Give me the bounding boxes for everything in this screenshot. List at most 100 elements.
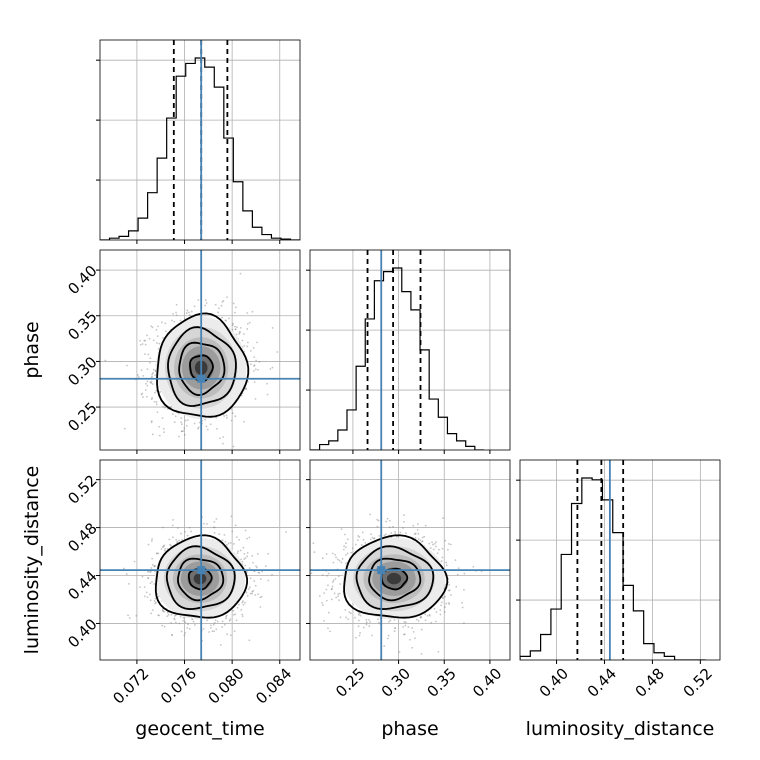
sample-point	[388, 620, 390, 623]
sample-point	[170, 621, 173, 624]
sample-point	[323, 592, 326, 594]
sample-point	[369, 513, 372, 516]
sample-point	[176, 540, 179, 543]
sample-point	[217, 307, 220, 310]
sample-point	[206, 619, 209, 622]
sample-point	[160, 548, 163, 550]
sample-point	[210, 624, 212, 627]
sample-point	[257, 571, 260, 574]
sample-point	[170, 544, 173, 547]
sample-point	[426, 615, 429, 617]
sample-point	[151, 538, 154, 540]
sample-point	[254, 584, 257, 587]
sample-point	[271, 327, 274, 329]
sample-point	[225, 414, 228, 417]
sample-point	[164, 322, 167, 325]
x-tick-label: 0.48	[632, 664, 668, 700]
sample-point	[346, 552, 349, 555]
sample-point	[251, 555, 254, 557]
sample-point	[175, 311, 177, 314]
x-tick-label: 0.40	[469, 664, 505, 700]
sample-point	[393, 618, 396, 621]
sample-point	[420, 652, 423, 655]
sample-point	[251, 592, 253, 595]
sample-point	[449, 594, 452, 596]
sample-point	[219, 437, 221, 440]
sample-point	[259, 606, 262, 608]
sample-point	[151, 609, 154, 612]
sample-point	[428, 614, 431, 617]
sample-point	[213, 630, 215, 633]
sample-point	[186, 309, 189, 312]
sample-point	[232, 302, 235, 305]
sample-point	[252, 347, 255, 349]
sample-point	[255, 565, 257, 568]
sample-point	[345, 542, 347, 545]
sample-point	[164, 406, 166, 409]
sample-point	[463, 588, 465, 591]
sample-point	[150, 567, 153, 569]
sample-point	[234, 613, 237, 616]
sample-point	[247, 588, 250, 591]
sample-point	[220, 304, 223, 307]
sample-point	[188, 526, 191, 529]
sample-point	[338, 599, 340, 602]
sample-point	[252, 589, 255, 592]
sample-point	[404, 624, 407, 627]
sample-point	[378, 535, 381, 537]
sample-point	[149, 593, 151, 596]
sample-point	[234, 328, 237, 331]
sample-point	[327, 627, 329, 630]
sample-point	[248, 321, 251, 324]
sample-point	[376, 525, 379, 528]
sample-point	[246, 552, 249, 554]
sample-point	[154, 564, 157, 567]
sample-point	[150, 421, 153, 424]
sample-point	[362, 626, 365, 629]
sample-point	[331, 552, 334, 555]
sample-point	[240, 558, 242, 561]
sample-point	[155, 552, 158, 555]
sample-point	[161, 417, 164, 419]
sample-point	[197, 427, 199, 430]
sample-point	[227, 317, 230, 320]
sample-point	[327, 611, 330, 614]
sample-point	[385, 520, 387, 523]
sample-point	[141, 392, 144, 395]
sample-point	[249, 350, 252, 352]
sample-point	[162, 545, 165, 548]
sample-point	[174, 621, 177, 624]
sample-point	[151, 397, 154, 399]
sample-point	[182, 430, 185, 432]
sample-point	[126, 364, 128, 367]
sample-point	[435, 611, 438, 613]
sample-point	[238, 332, 241, 335]
sample-point	[141, 343, 144, 345]
scatter-panel-geocent_time-phase	[100, 250, 300, 450]
sample-point	[205, 425, 208, 428]
sample-point	[343, 545, 346, 548]
sample-point	[163, 544, 166, 547]
sample-point	[383, 645, 386, 647]
sample-point	[206, 428, 209, 431]
sample-point	[331, 585, 334, 588]
sample-point	[234, 311, 236, 314]
sample-point	[217, 311, 219, 314]
sample-point	[325, 588, 328, 591]
sample-point	[246, 312, 249, 314]
sample-point	[409, 638, 411, 641]
sample-point	[215, 518, 218, 520]
sample-point	[457, 567, 460, 570]
sample-point	[323, 620, 325, 622]
sample-point	[204, 304, 207, 307]
sample-point	[437, 650, 440, 653]
sample-point	[439, 609, 442, 612]
sample-point	[340, 561, 343, 564]
sample-point	[337, 593, 340, 595]
sample-point	[150, 398, 153, 401]
sample-point	[136, 374, 139, 376]
sample-point	[257, 593, 260, 596]
sample-point	[345, 562, 347, 565]
sample-point	[146, 395, 148, 398]
sample-point	[125, 573, 128, 575]
